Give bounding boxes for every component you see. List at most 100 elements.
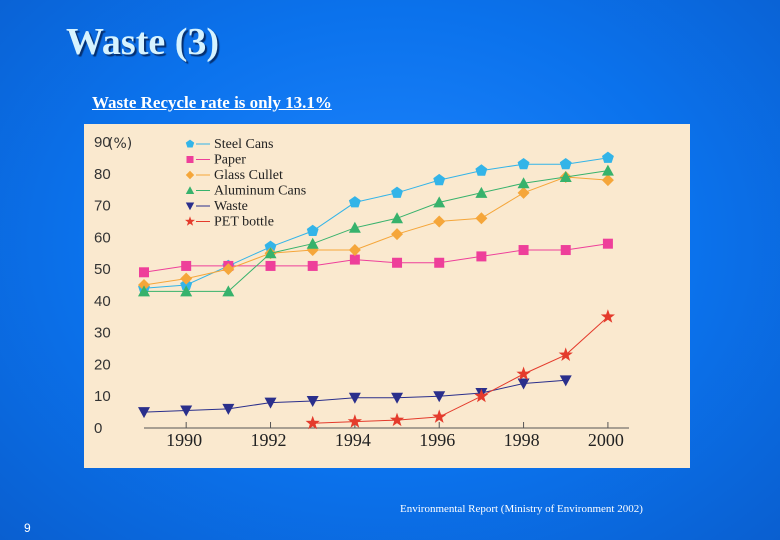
data-point-pet-bottle (432, 409, 447, 423)
data-point-pet-bottle (600, 309, 615, 323)
slide-title: Waste (3) (66, 21, 220, 63)
y-tick-label: 80 (94, 166, 111, 183)
data-point-glass-cullet (475, 212, 488, 225)
data-point-steel-cans (517, 158, 530, 170)
data-point-paper (349, 254, 360, 265)
data-point-waste (306, 395, 319, 407)
data-point-paper (434, 257, 445, 268)
data-point-aluminum-cans (391, 212, 404, 224)
data-point-waste (433, 391, 446, 403)
y-tick-label: 10 (94, 388, 111, 405)
data-point-paper (560, 245, 571, 256)
data-point-paper (476, 251, 487, 262)
legend-marker-glass-cullet (185, 170, 195, 180)
y-tick-label: 40 (94, 293, 111, 310)
legend-label-pet-bottle: PET bottle (214, 215, 274, 230)
data-point-waste (138, 407, 150, 419)
data-point-aluminum-cans (264, 247, 277, 259)
data-point-glass-cullet (433, 215, 446, 228)
series-line-paper (143, 243, 608, 273)
chart-panel: 0 10 20 30 40 50 60 70 80 90 (%) 1990 1992 1994 1996 19… (84, 124, 690, 468)
data-point-paper (392, 257, 403, 268)
data-point-steel-cans (306, 224, 319, 236)
data-point-aluminum-cans (601, 164, 614, 176)
data-point-aluminum-cans (348, 221, 361, 233)
data-point-paper (602, 238, 613, 249)
legend-marker-paper (186, 156, 194, 163)
legend-label-glass-cullet: Glass Cullet (214, 168, 283, 183)
data-point-waste (180, 405, 193, 417)
legend-marker-waste (185, 202, 195, 211)
data-point-aluminum-cans (180, 285, 193, 297)
x-tick-label: 1996 (419, 430, 455, 450)
data-point-steel-cans (475, 164, 488, 176)
data-point-waste (222, 403, 235, 415)
data-point-aluminum-cans (559, 170, 572, 182)
data-point-glass-cullet (601, 174, 614, 187)
y-tick-label: 70 (94, 198, 111, 215)
data-point-aluminum-cans (517, 177, 530, 189)
data-point-aluminum-cans (306, 237, 319, 249)
data-point-waste (264, 397, 277, 409)
y-tick-label: 30 (94, 325, 111, 342)
data-point-glass-cullet (391, 228, 404, 241)
x-tick-label: 1994 (335, 430, 371, 450)
data-point-paper (181, 260, 192, 271)
legend-marker-aluminum-cans (185, 186, 195, 194)
x-tick-label: 2000 (588, 430, 624, 450)
series-line-steel-cans (143, 157, 608, 289)
x-tick-label: 1998 (504, 430, 540, 450)
data-point-steel-cans (348, 196, 361, 208)
data-point-glass-cullet (306, 244, 319, 257)
data-point-aluminum-cans (433, 196, 446, 208)
x-tick-label: 1990 (166, 430, 202, 450)
legend-marker-steel-cans (185, 139, 195, 148)
data-point-aluminum-cans (475, 186, 488, 198)
data-point-paper (518, 245, 529, 256)
data-point-aluminum-cans (222, 285, 235, 297)
legend-marker-pet-bottle (185, 216, 195, 226)
y-tick-label: 0 (94, 420, 102, 437)
chart-subtitle: Waste Recycle rate is only 13.1% (92, 93, 332, 112)
series-line-pet-bottle (312, 316, 609, 424)
y-unit-label: (%) (108, 136, 132, 152)
legend-label-paper: Paper (214, 153, 246, 168)
data-point-glass-cullet (348, 244, 361, 257)
data-point-pet-bottle (558, 347, 573, 361)
x-tick-label: 1992 (251, 430, 287, 450)
data-point-glass-cullet (138, 279, 150, 291)
data-point-glass-cullet (222, 263, 235, 276)
data-point-glass-cullet (180, 272, 193, 285)
data-point-pet-bottle (389, 412, 405, 427)
legend-label-waste: Waste (214, 199, 248, 214)
legend-label-aluminum-cans: Aluminum Cans (214, 184, 306, 199)
data-point-pet-bottle (516, 366, 531, 380)
y-tick-label: 60 (94, 229, 111, 246)
data-point-steel-cans (602, 151, 614, 163)
data-point-aluminum-cans (138, 285, 150, 297)
data-point-pet-bottle (474, 388, 489, 403)
series-line-aluminum-cans (144, 170, 608, 292)
data-point-steel-cans (559, 158, 572, 170)
data-point-paper (139, 267, 149, 278)
data-point-waste (348, 392, 361, 404)
page-number: 9 (24, 521, 31, 535)
data-point-waste (391, 392, 404, 404)
data-point-steel-cans (391, 186, 403, 198)
data-point-steel-cans (433, 173, 446, 186)
y-tick-label: 50 (94, 261, 111, 278)
y-tick-label: 90 (94, 134, 111, 151)
source-note: Environmental Report (Ministry of Enviro… (400, 503, 643, 515)
legend-label-steel-cans: Steel Cans (214, 137, 274, 152)
data-point-waste (517, 378, 530, 390)
data-point-waste (559, 375, 572, 387)
series-line-glass-cullet (143, 176, 608, 286)
data-point-paper (265, 260, 276, 271)
data-point-glass-cullet (517, 186, 530, 199)
data-point-steel-cans (264, 240, 277, 252)
data-point-pet-bottle (347, 414, 362, 428)
recycle-rate-chart: 0 10 20 30 40 50 60 70 80 90(%) 1990 1992 1994 1996 19… (94, 134, 629, 450)
data-point-paper (307, 260, 318, 271)
y-tick-label: 20 (94, 356, 111, 373)
data-point-pet-bottle (305, 415, 320, 430)
